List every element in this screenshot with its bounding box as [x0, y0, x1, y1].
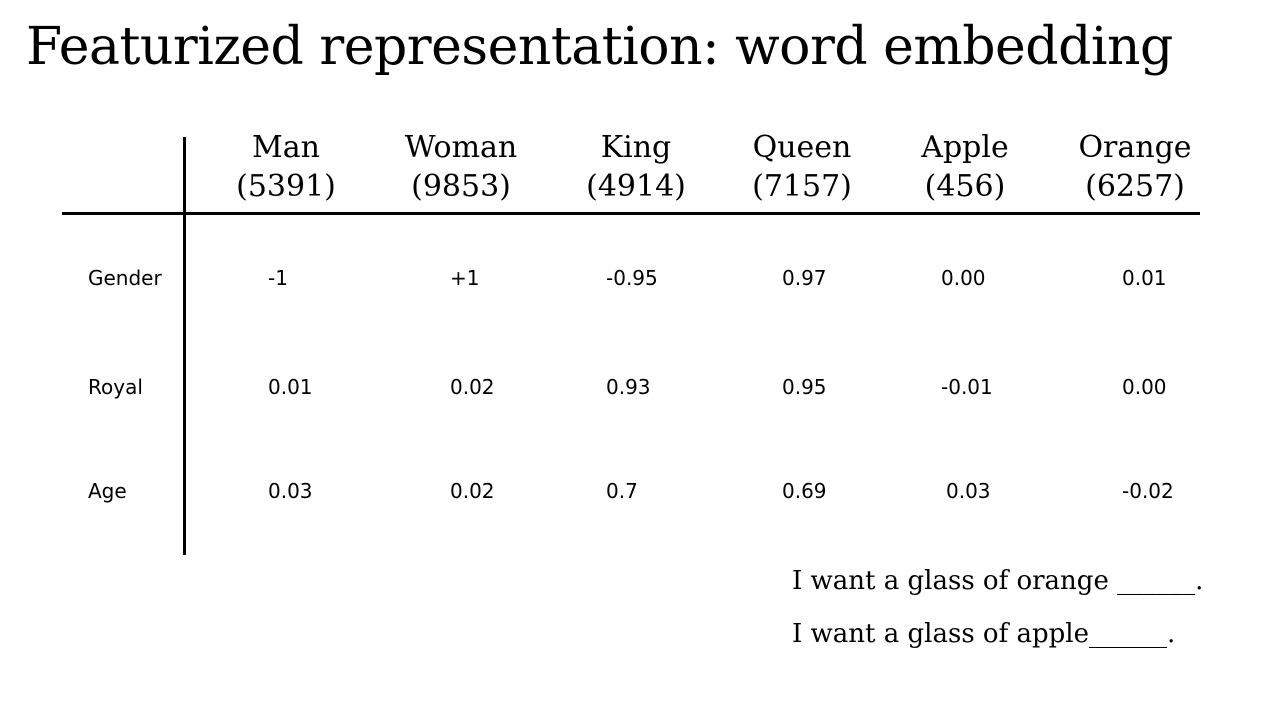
column-header-orange: Orange (6257): [1050, 128, 1220, 206]
column-index: (6257): [1085, 169, 1185, 204]
column-word: Woman: [404, 130, 518, 165]
example-sentence-apple: I want a glass of apple______.: [792, 619, 1176, 649]
example-sentence-orange: I want a glass of orange ______.: [792, 566, 1204, 596]
row-label-gender: Gender: [88, 266, 162, 290]
row-label-royal: Royal: [88, 375, 143, 399]
table-cell: 0.03: [946, 479, 991, 503]
table-cell: -0.95: [606, 266, 658, 290]
table-cell: 0.00: [941, 266, 986, 290]
table-cell: 0.02: [450, 479, 495, 503]
column-index: (456): [924, 169, 1006, 204]
column-header-woman: Woman (9853): [376, 128, 546, 206]
table-cell: 0.00: [1122, 375, 1167, 399]
table-cell: +1: [450, 266, 480, 290]
page-title: Featurized representation: word embeddin…: [26, 17, 1173, 77]
table-cell: 0.7: [606, 479, 638, 503]
column-word: Queen: [752, 130, 852, 165]
column-index: (7157): [752, 169, 852, 204]
column-header-king: King (4914): [551, 128, 721, 206]
table-cell: 0.01: [1122, 266, 1167, 290]
column-word: King: [600, 130, 672, 165]
table-cell: 0.69: [782, 479, 827, 503]
table-header-divider: [62, 212, 1200, 215]
column-index: (5391): [236, 169, 336, 204]
table-cell: 0.02: [450, 375, 495, 399]
column-word: Man: [252, 130, 320, 165]
column-word: Orange: [1078, 130, 1192, 165]
table-label-divider: [183, 137, 186, 555]
table-cell: -0.02: [1122, 479, 1174, 503]
column-header-queen: Queen (7157): [717, 128, 887, 206]
column-word: Apple: [921, 130, 1009, 165]
row-label-age: Age: [88, 479, 127, 503]
table-cell: 0.95: [782, 375, 827, 399]
table-cell: -0.01: [941, 375, 993, 399]
table-cell: 0.03: [268, 479, 313, 503]
table-cell: 0.01: [268, 375, 313, 399]
column-header-man: Man (5391): [201, 128, 371, 206]
table-cell: -1: [268, 266, 288, 290]
column-index: (4914): [586, 169, 686, 204]
column-header-apple: Apple (456): [880, 128, 1050, 206]
table-cell: 0.97: [782, 266, 827, 290]
column-index: (9853): [411, 169, 511, 204]
table-cell: 0.93: [606, 375, 651, 399]
